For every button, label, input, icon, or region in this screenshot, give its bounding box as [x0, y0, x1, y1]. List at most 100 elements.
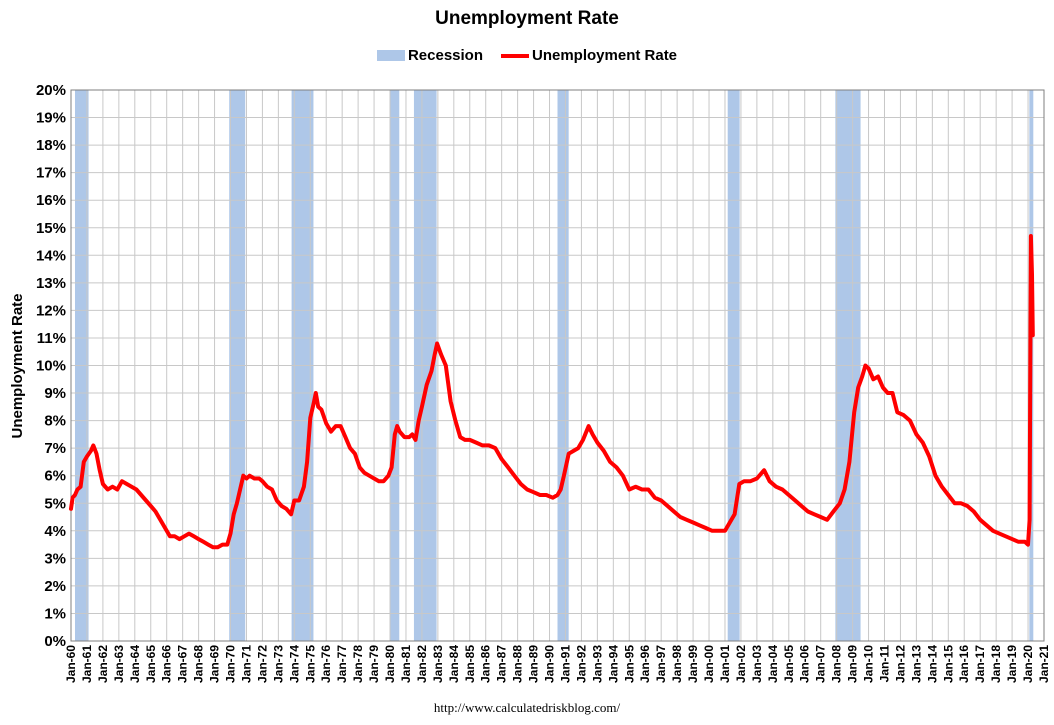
y-tick-label: 6% — [44, 468, 66, 485]
x-tick-label: Jan-02 — [734, 645, 748, 683]
x-tick-label: Jan-04 — [766, 645, 780, 683]
grid-lines — [71, 90, 1044, 641]
x-tick-label: Jan-83 — [431, 645, 445, 683]
x-tick-label: Jan-12 — [893, 645, 907, 683]
legend-item-recession: Recession — [376, 47, 483, 64]
y-tick-label: 14% — [36, 247, 66, 264]
y-tick-label: 15% — [36, 220, 66, 237]
y-tick-label: 12% — [36, 302, 66, 319]
y-tick-label: 0% — [44, 633, 66, 650]
x-tick-label: Jan-62 — [96, 645, 110, 683]
x-tick-label: Jan-61 — [80, 645, 94, 683]
legend-swatch-recession — [376, 50, 405, 61]
x-tick-label: Jan-17 — [973, 645, 987, 683]
x-tick-label: Jan-16 — [957, 645, 971, 683]
x-tick-label: Jan-99 — [686, 645, 700, 683]
x-tick-label: Jan-19 — [1005, 645, 1019, 683]
x-tick-labels: Jan-60 Jan-61 Jan-62 Jan-63 Jan-64 Jan-65 Jan-… — [64, 645, 1051, 683]
y-tick-label: 9% — [44, 385, 66, 402]
x-tick-label: Jan-11 — [878, 645, 892, 683]
x-tick-label: Jan-93 — [590, 645, 604, 683]
x-tick-label: Jan-96 — [638, 645, 652, 683]
x-tick-label: Jan-97 — [654, 645, 668, 683]
source-url: http://www.calculatedriskblog.com/ — [433, 700, 621, 715]
x-tick-label: Jan-77 — [335, 645, 349, 683]
x-tick-label: Jan-68 — [192, 645, 206, 683]
x-tick-label: Jan-73 — [271, 645, 285, 683]
y-tick-label: 17% — [36, 165, 66, 182]
x-tick-label: Jan-87 — [495, 645, 509, 683]
y-tick-label: 2% — [44, 578, 66, 595]
x-tick-label: Jan-79 — [367, 645, 381, 683]
legend-label-recession: Recession — [407, 47, 483, 64]
unemployment-rate-line — [69, 234, 1035, 550]
x-tick-label: Jan-74 — [287, 645, 301, 683]
x-tick-label: Jan-88 — [511, 645, 525, 683]
x-tick-label: Jan-15 — [941, 645, 955, 683]
y-tick-label: 5% — [44, 495, 66, 512]
x-tick-label: Jan-89 — [527, 645, 541, 683]
x-tick-label: Jan-66 — [160, 645, 174, 683]
x-tick-label: Jan-78 — [351, 645, 365, 683]
x-tick-label: Jan-98 — [670, 645, 684, 683]
y-tick-label: 18% — [36, 137, 66, 154]
y-tick-label: 19% — [36, 110, 66, 127]
x-tick-label: Jan-01 — [718, 645, 732, 683]
x-tick-label: Jan-72 — [255, 645, 269, 683]
x-tick-label: Jan-94 — [606, 645, 620, 683]
x-tick-label: Jan-67 — [176, 645, 190, 683]
legend-swatch-unemployment-rate — [501, 53, 529, 58]
x-tick-label: Jan-08 — [830, 645, 844, 683]
y-tick-label: 3% — [44, 550, 66, 567]
y-tick-label: 20% — [36, 82, 66, 99]
x-tick-label: Jan-86 — [479, 645, 493, 683]
y-tick-label: 13% — [36, 275, 66, 292]
legend-label-unemployment-rate: Unemployment Rate — [532, 47, 678, 64]
x-tick-label: Jan-69 — [208, 645, 222, 683]
x-tick-label: Jan-76 — [319, 645, 333, 683]
x-tick-label: Jan-92 — [574, 645, 588, 683]
x-tick-label: Jan-95 — [622, 645, 636, 683]
y-tick-label: 7% — [44, 440, 66, 457]
x-tick-label: Jan-63 — [112, 645, 126, 683]
legend: Recession Unemployment Rate — [0, 47, 1054, 64]
x-tick-label: Jan-70 — [224, 645, 238, 683]
x-tick-label: Jan-71 — [240, 645, 254, 683]
plot-area-border — [70, 89, 1045, 642]
y-tick-label: 16% — [36, 192, 66, 209]
x-tick-label: Jan-13 — [909, 645, 923, 683]
x-tick-label: Jan-18 — [989, 645, 1003, 683]
x-tick-label: Jan-81 — [399, 645, 413, 683]
x-tick-label: Jan-65 — [144, 645, 158, 683]
y-axis-title: Unemployment Rate — [9, 293, 26, 438]
x-tick-label: Jan-09 — [846, 645, 860, 683]
x-tick-label: Jan-07 — [814, 645, 828, 683]
x-tick-label: Jan-91 — [559, 645, 573, 683]
unemployment-line-layer — [69, 234, 1035, 550]
legend-item-unemployment-rate: Unemployment Rate — [501, 47, 677, 64]
x-tick-label: Jan-85 — [463, 645, 477, 683]
y-tick-label: 10% — [36, 358, 66, 375]
x-tick-label: Jan-20 — [1021, 645, 1035, 683]
x-tick-label: Jan-75 — [303, 645, 317, 683]
x-tick-label: Jan-82 — [415, 645, 429, 683]
x-tick-label: Jan-14 — [925, 645, 939, 683]
y-tick-label: 1% — [44, 605, 66, 622]
x-tick-label: Jan-05 — [782, 645, 796, 683]
x-tick-label: Jan-06 — [798, 645, 812, 683]
x-tick-label: Jan-03 — [750, 645, 764, 683]
x-tick-label: Jan-60 — [64, 645, 78, 683]
x-tick-label: Jan-90 — [543, 645, 557, 683]
x-tick-label: Jan-80 — [383, 645, 397, 683]
x-tick-label: Jan-84 — [447, 645, 461, 683]
y-tick-label: 8% — [44, 413, 66, 430]
x-tick-label: Jan-21 — [1037, 645, 1051, 683]
x-tick-label: Jan-10 — [862, 645, 876, 683]
x-tick-label: Jan-00 — [702, 645, 716, 683]
y-tick-label: 4% — [44, 523, 66, 540]
y-tick-labels: 0% 1% 2% 3% 4% 5% 6% 7% 8% 9% 10% 11% 12% 13% 14% 15% 16… — [36, 82, 66, 650]
y-tick-label: 11% — [37, 330, 66, 347]
x-tick-label: Jan-64 — [128, 645, 142, 683]
chart-title: Unemployment Rate — [435, 8, 619, 29]
